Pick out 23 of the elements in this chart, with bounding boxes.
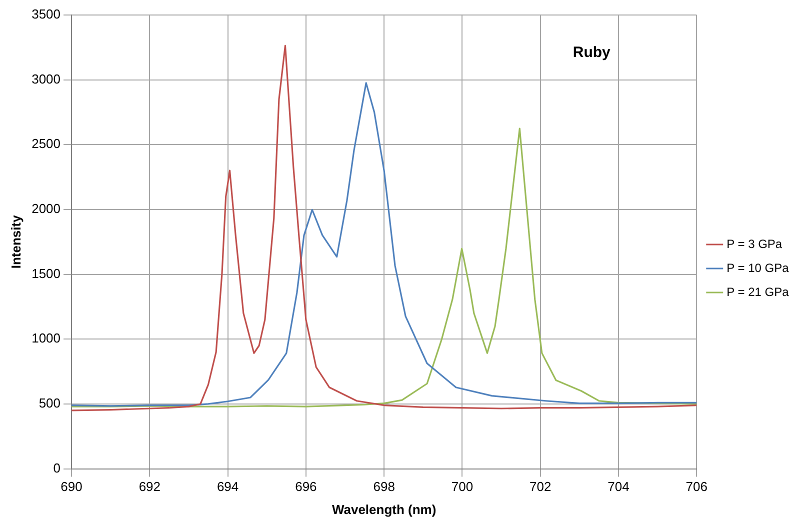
x-tick-label: 706 <box>686 479 708 494</box>
x-tick-label: 704 <box>608 479 630 494</box>
y-tick-label: 1000 <box>32 330 61 346</box>
y-tick-label: 0 <box>53 460 61 476</box>
y-tick-label: 2500 <box>32 136 61 152</box>
legend-label: P = 10 GPa <box>726 260 790 275</box>
x-tick-label: 698 <box>373 479 395 494</box>
y-tick-label: 2000 <box>32 201 61 216</box>
x-tick-label: 690 <box>60 479 82 494</box>
legend-label: P = 3 GPa <box>726 236 782 251</box>
x-axis-title: Wavelength (nm) <box>332 502 436 517</box>
annotation: Ruby <box>572 44 612 62</box>
x-tick-label: 692 <box>138 479 161 494</box>
y-tick-label: 3500 <box>32 6 61 22</box>
y-axis-title: Intensity <box>8 214 24 269</box>
x-tick-label: 694 <box>216 479 239 494</box>
x-tick-label: 700 <box>451 479 474 494</box>
y-tick-label: 3000 <box>32 71 61 86</box>
y-tick-label: 1500 <box>32 266 61 281</box>
x-tick-label: 696 <box>295 479 317 494</box>
y-tick-label: 500 <box>38 396 61 411</box>
legend-label: P = 21 GPa <box>726 284 790 299</box>
x-tick-label: 702 <box>530 479 552 494</box>
